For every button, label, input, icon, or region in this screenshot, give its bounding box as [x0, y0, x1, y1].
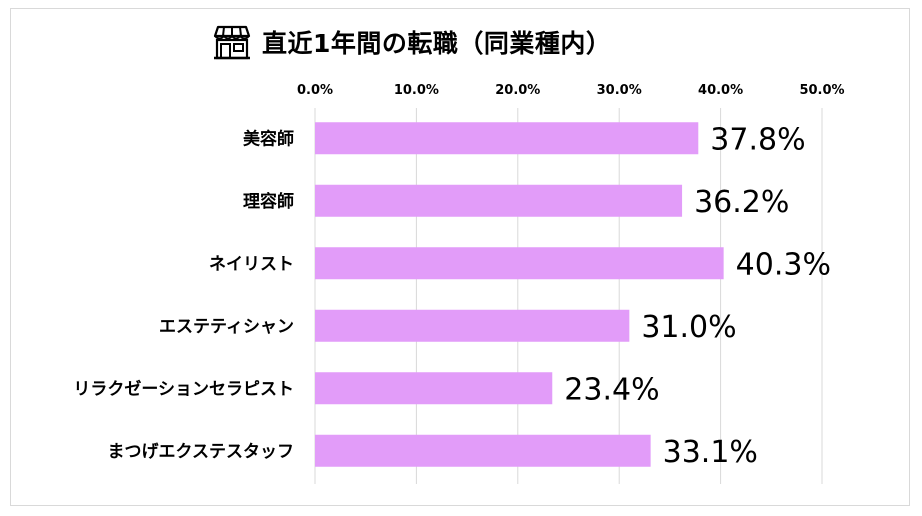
data-label: 36.2% [694, 185, 789, 220]
x-tick-label: 10.0% [394, 83, 439, 98]
data-label: 31.0% [641, 310, 736, 345]
x-tick-label: 20.0% [495, 83, 540, 98]
chart-title: 直近1年間の転職（同業種内） [262, 29, 612, 58]
bar [315, 372, 553, 405]
data-label: 33.1% [663, 435, 758, 470]
data-label: 37.8% [710, 122, 805, 157]
category-label: エステティシャン [159, 317, 294, 337]
category-label: 美容師 [243, 128, 294, 149]
x-tick-label: 40.0% [698, 83, 743, 98]
category-label: 理容師 [243, 191, 294, 212]
bar [315, 184, 683, 217]
category-label: ネイリスト [209, 254, 294, 274]
chart-title-row: 直近1年間の転職（同業種内） [212, 22, 611, 62]
x-tick-label: 30.0% [597, 83, 642, 98]
x-tick-label: 0.0% [297, 83, 333, 98]
bar [315, 122, 699, 155]
data-label: 40.3% [736, 247, 831, 282]
bar [315, 309, 630, 342]
bar [315, 434, 651, 467]
data-label: 23.4% [564, 372, 659, 407]
x-tick-label: 50.0% [799, 83, 844, 98]
store-icon [213, 25, 251, 60]
category-label: まつげエクステスタッフ [108, 442, 295, 462]
bar [315, 247, 724, 280]
category-label: リラクゼーションセラピスト [73, 378, 294, 399]
